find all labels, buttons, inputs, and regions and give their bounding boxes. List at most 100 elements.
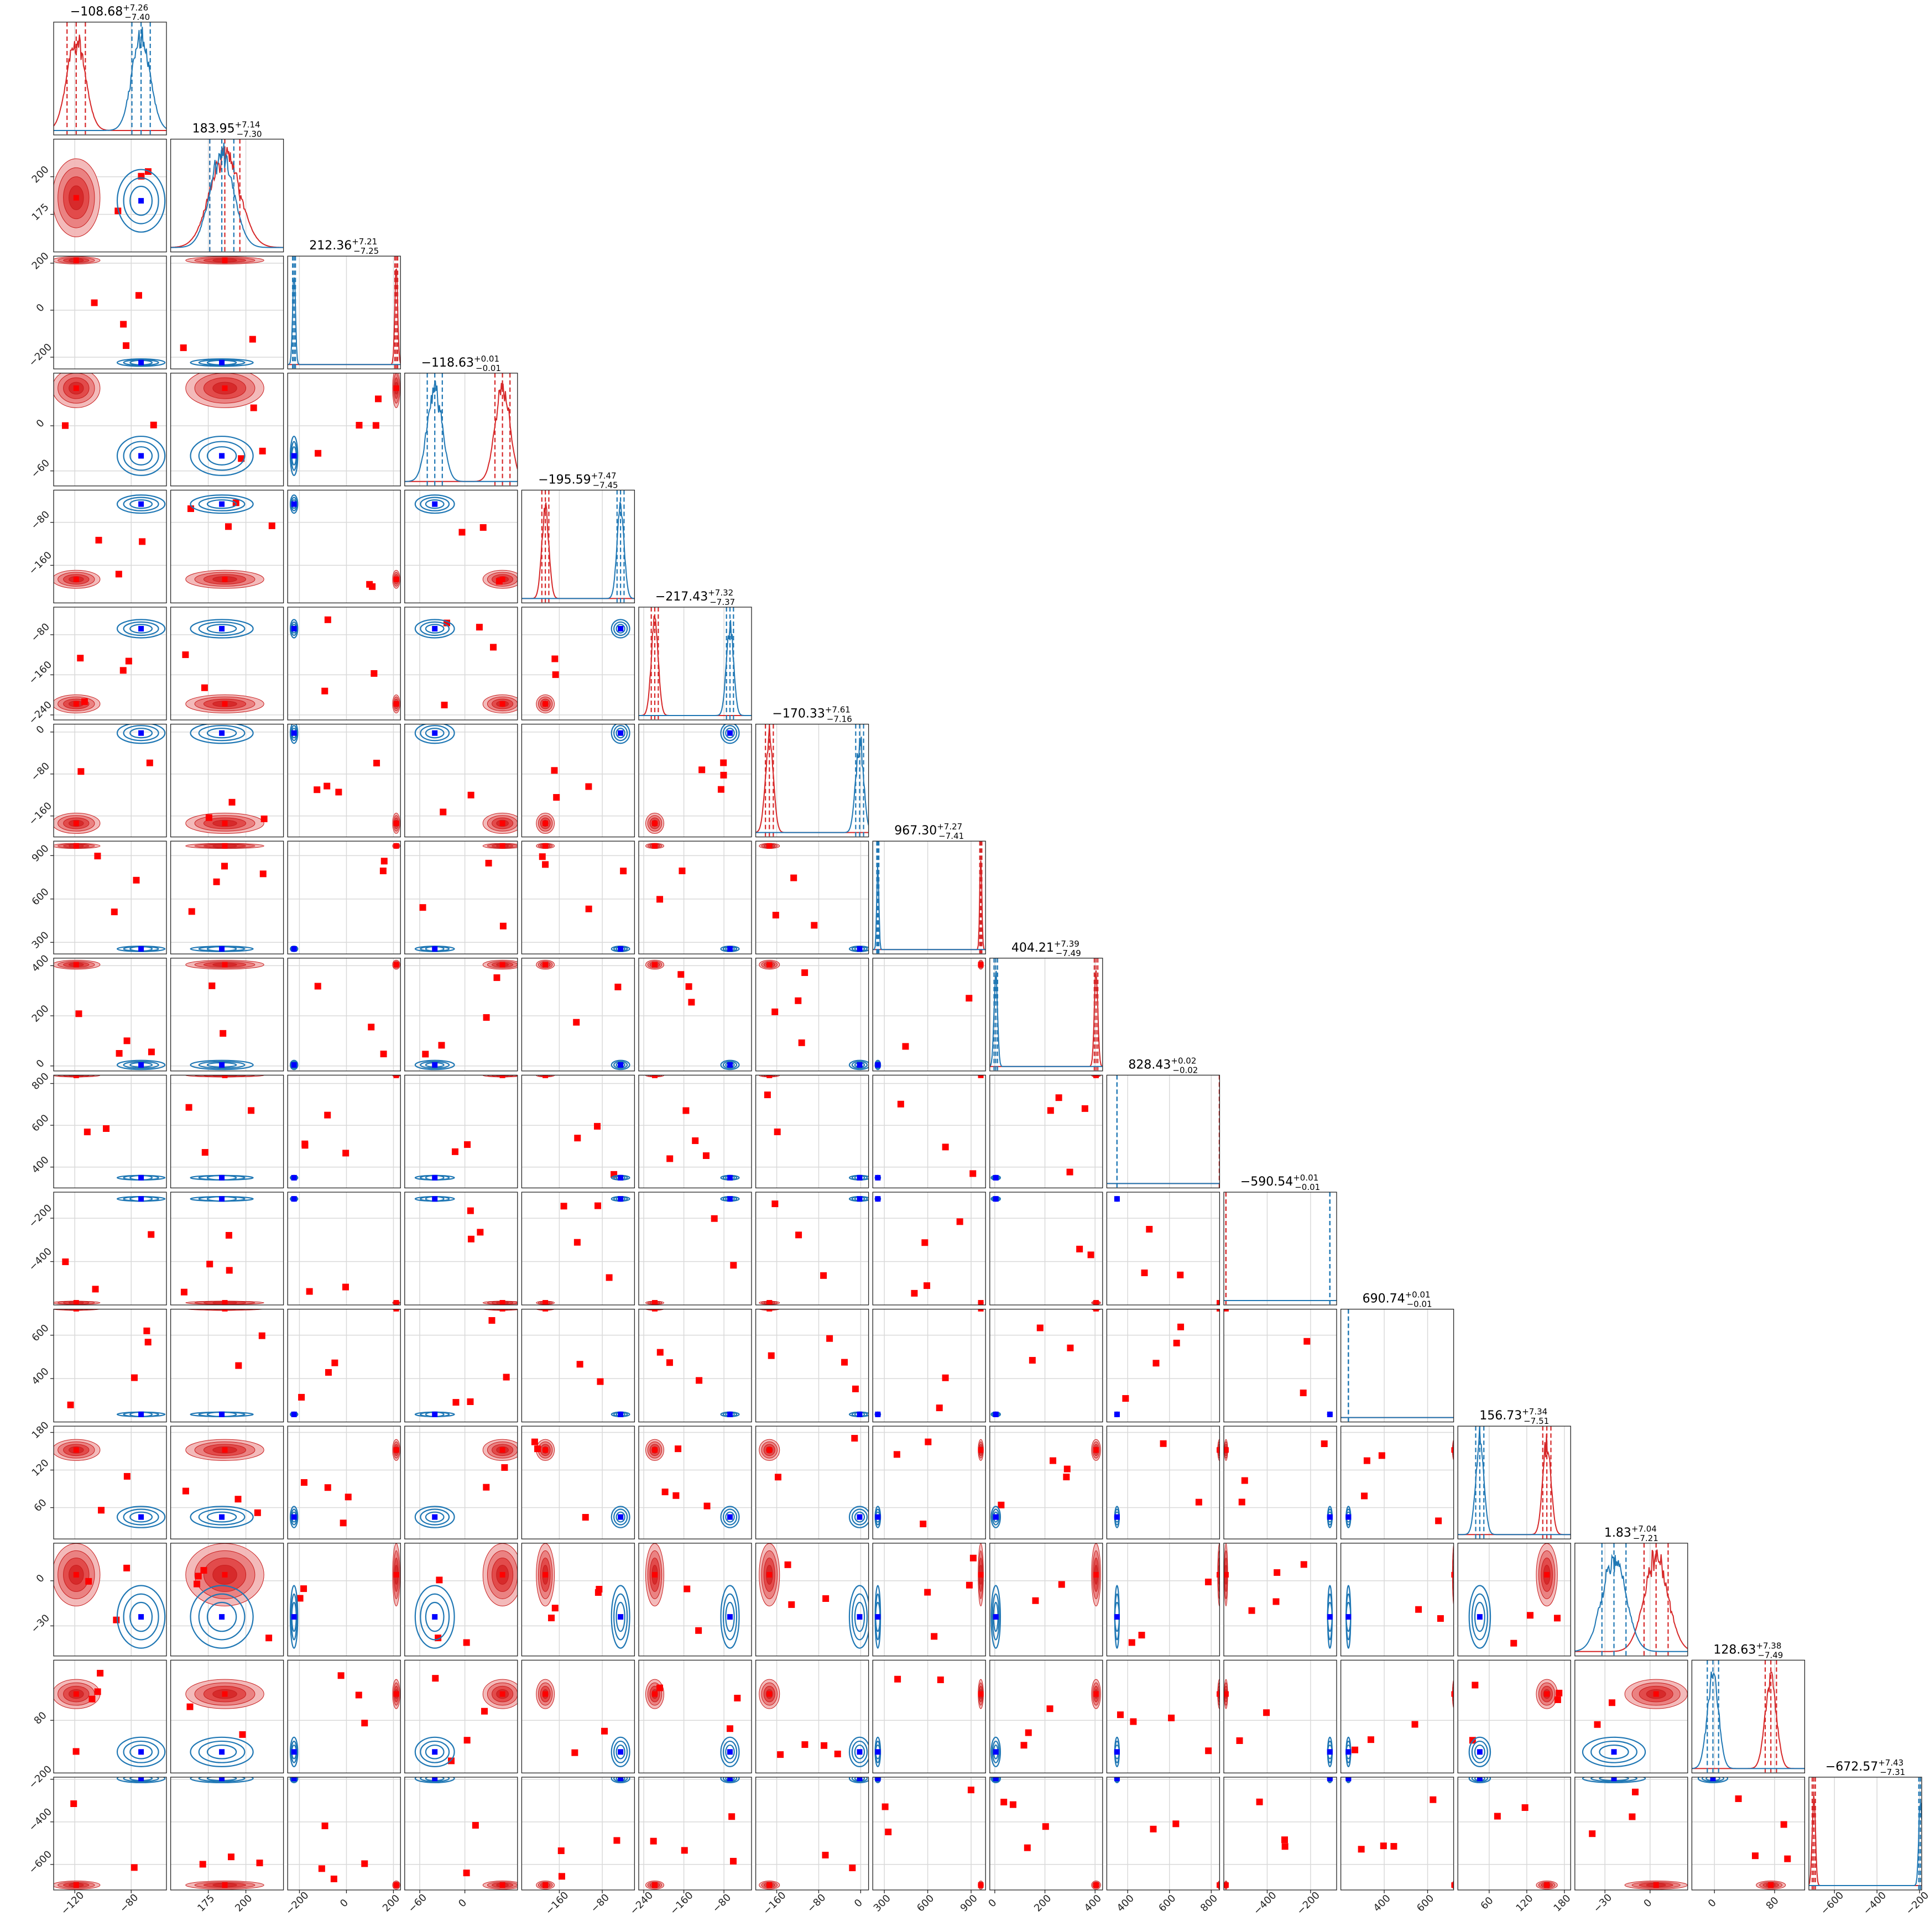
panel-12-10 (1223, 1425, 1337, 1539)
red-outlier-marker (969, 1554, 977, 1562)
red-outlier-marker (115, 571, 122, 578)
panel-content (1107, 1777, 1220, 1890)
blue-contour (848, 1059, 869, 1071)
blue-contour (190, 1059, 254, 1071)
red-outlier-marker (188, 908, 195, 915)
panel-11-0: 400 600 (30, 1308, 167, 1423)
panel-14-9 (1106, 1659, 1220, 1774)
panel-content (521, 724, 635, 837)
red-median-marker (393, 1571, 399, 1578)
panel-13-2 (287, 1543, 401, 1657)
panel-content (1224, 1426, 1337, 1539)
blue-median-marker (1345, 1514, 1352, 1520)
panel-content (170, 1777, 284, 1890)
red-outlier-marker (801, 969, 808, 977)
red-outlier-marker (205, 814, 212, 821)
red-outlier-marker (1168, 1714, 1175, 1721)
red-outlier-marker (321, 687, 328, 695)
red-histogram (755, 725, 869, 833)
panel-frame (287, 489, 401, 604)
blue-median-marker (219, 1411, 225, 1417)
red-median-marker (393, 1691, 399, 1697)
red-median-marker (652, 1309, 658, 1312)
panel-content (404, 1660, 518, 1773)
red-outlier-marker (851, 1435, 858, 1442)
blue-contour (289, 1585, 299, 1649)
panel-12-8 (989, 1425, 1103, 1539)
blue-contour (1582, 1736, 1646, 1767)
panel-frame (1223, 1425, 1337, 1539)
blue-contour (198, 1777, 246, 1782)
panel-content (755, 958, 869, 1071)
red-outlier-marker (801, 1741, 808, 1748)
panel-content (54, 1543, 166, 1656)
blue-median-marker (432, 625, 438, 631)
panel-content (1340, 1426, 1454, 1539)
blue-contour (851, 1593, 868, 1641)
red-outlier-marker (324, 782, 331, 790)
blue-median-marker (727, 1174, 733, 1181)
panel-content (639, 724, 752, 837)
panel-content (873, 1426, 986, 1539)
panel-frame (755, 1543, 869, 1657)
red-median-marker (1224, 1691, 1229, 1697)
panel-frame (872, 1192, 986, 1306)
red-outlier-marker (1081, 1105, 1088, 1112)
panel-frame (53, 1777, 167, 1891)
red-histogram (1574, 1549, 1688, 1652)
blue-contour (198, 1061, 246, 1069)
red-median-marker (222, 843, 228, 849)
blue-median-marker (291, 1614, 297, 1620)
blue-contour (425, 1601, 445, 1632)
red-histogram (404, 383, 518, 482)
panel-13-8 (989, 1543, 1103, 1657)
panel-content (521, 607, 635, 720)
x-tick-label: 80 (1764, 1895, 1781, 1912)
panel-frame (1574, 1777, 1688, 1891)
blue-contour (990, 1585, 1001, 1649)
panel-content (755, 724, 869, 837)
blue-contour (414, 1506, 455, 1528)
panel-content (54, 841, 166, 954)
panel-frame (404, 1543, 518, 1657)
red-outlier-marker (771, 1008, 779, 1015)
red-outlier-marker (361, 1720, 368, 1727)
panel-frame (638, 1074, 752, 1189)
red-median-marker (393, 1075, 399, 1078)
blue-median-marker (138, 1174, 144, 1181)
blue-median-marker (219, 501, 225, 507)
red-outlier-marker (1087, 1251, 1094, 1259)
blue-contour (722, 1061, 738, 1069)
blue-contour (206, 446, 237, 466)
panel-content (1107, 1543, 1220, 1656)
red-outlier-marker (1554, 1696, 1561, 1703)
red-median-marker (73, 257, 79, 263)
y-tick-label: −400 (27, 1246, 54, 1273)
blue-contour (123, 441, 159, 471)
blue-contour (198, 441, 246, 471)
blue-median-marker (857, 1174, 863, 1181)
blue-contour (198, 1508, 246, 1526)
y-tick-label: 60 (32, 1497, 49, 1514)
red-outlier-marker (920, 1521, 927, 1528)
x-tick-label: −80 (805, 1892, 828, 1915)
red-outlier-marker (206, 1261, 213, 1268)
panel-frame (989, 958, 1103, 1072)
blue-histogram (873, 866, 986, 951)
red-outlier-marker (966, 995, 973, 1002)
y-tick-label: 400 (30, 953, 51, 974)
blue-contour (190, 494, 254, 514)
blue-contour (851, 1061, 868, 1069)
red-outlier-marker (199, 1861, 206, 1868)
red-outlier-marker (1130, 1718, 1137, 1725)
blue-median-marker (138, 359, 144, 365)
diagonal-title: 128.63+7.38 −7.49 (1713, 1641, 1783, 1660)
panel-15-4: −160 −80 (521, 1777, 635, 1917)
panel-content (755, 1192, 869, 1305)
blue-contour (611, 1736, 630, 1767)
x-tick-label: 60 (1478, 1895, 1495, 1912)
panel-content (873, 1192, 986, 1305)
panel-content (873, 1309, 986, 1422)
red-outlier-marker (582, 1513, 589, 1521)
red-outlier-marker (1352, 1746, 1359, 1753)
